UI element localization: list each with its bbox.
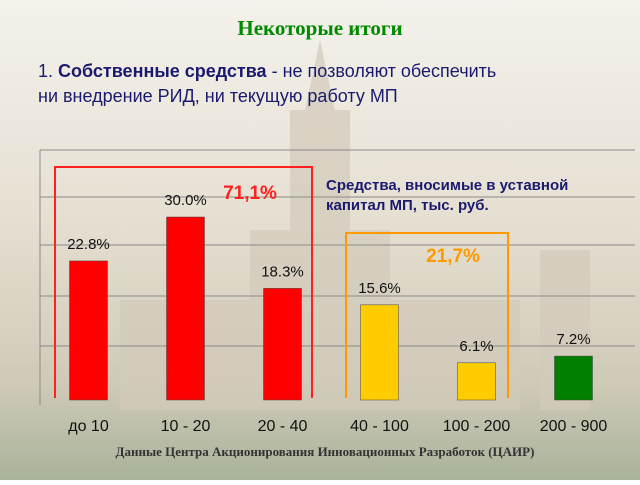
value-label: 7.2% [556, 331, 590, 348]
source: Данные Центра Акционирования Инновационн… [116, 444, 535, 459]
x-tick-label: 20 - 40 [258, 418, 308, 435]
x-tick-label: 40 - 100 [350, 418, 409, 435]
group-total: 71,1% [223, 183, 277, 204]
heading-line-2: ни внедрение РИД, ни текущую работу МП [38, 86, 398, 106]
heading-bold: Собственные средства [58, 61, 268, 81]
value-label: 15.6% [358, 280, 401, 297]
heading-number: 1. [38, 61, 53, 81]
note: Средства, вносимые в уставной [326, 177, 568, 194]
group-bracket [345, 232, 509, 398]
x-tick-label: до 10 [68, 418, 109, 435]
bar [360, 304, 399, 401]
x-tick-label: 10 - 20 [161, 418, 211, 435]
value-label: 30.0% [164, 192, 207, 209]
bar [263, 288, 302, 401]
bar [69, 260, 108, 401]
value-label: 18.3% [261, 263, 304, 280]
grid [39, 149, 635, 405]
value-label: 22.8% [67, 236, 110, 253]
bar [457, 362, 496, 401]
heading-rest: - не позволяют обеспечить [272, 61, 497, 81]
x-tick-label: 100 - 200 [443, 418, 511, 435]
value-label: 6.1% [459, 338, 493, 355]
heading-line-1: 1. Собственные средства - не позволяют о… [38, 61, 496, 81]
bar [166, 216, 205, 401]
group-bracket [54, 166, 313, 398]
bar [554, 355, 593, 401]
group-total: 21,7% [426, 246, 480, 267]
note: капитал МП, тыс. руб. [326, 197, 489, 214]
x-tick-label: 200 - 900 [540, 418, 608, 435]
slide-title: Некоторые итоги [237, 16, 402, 40]
